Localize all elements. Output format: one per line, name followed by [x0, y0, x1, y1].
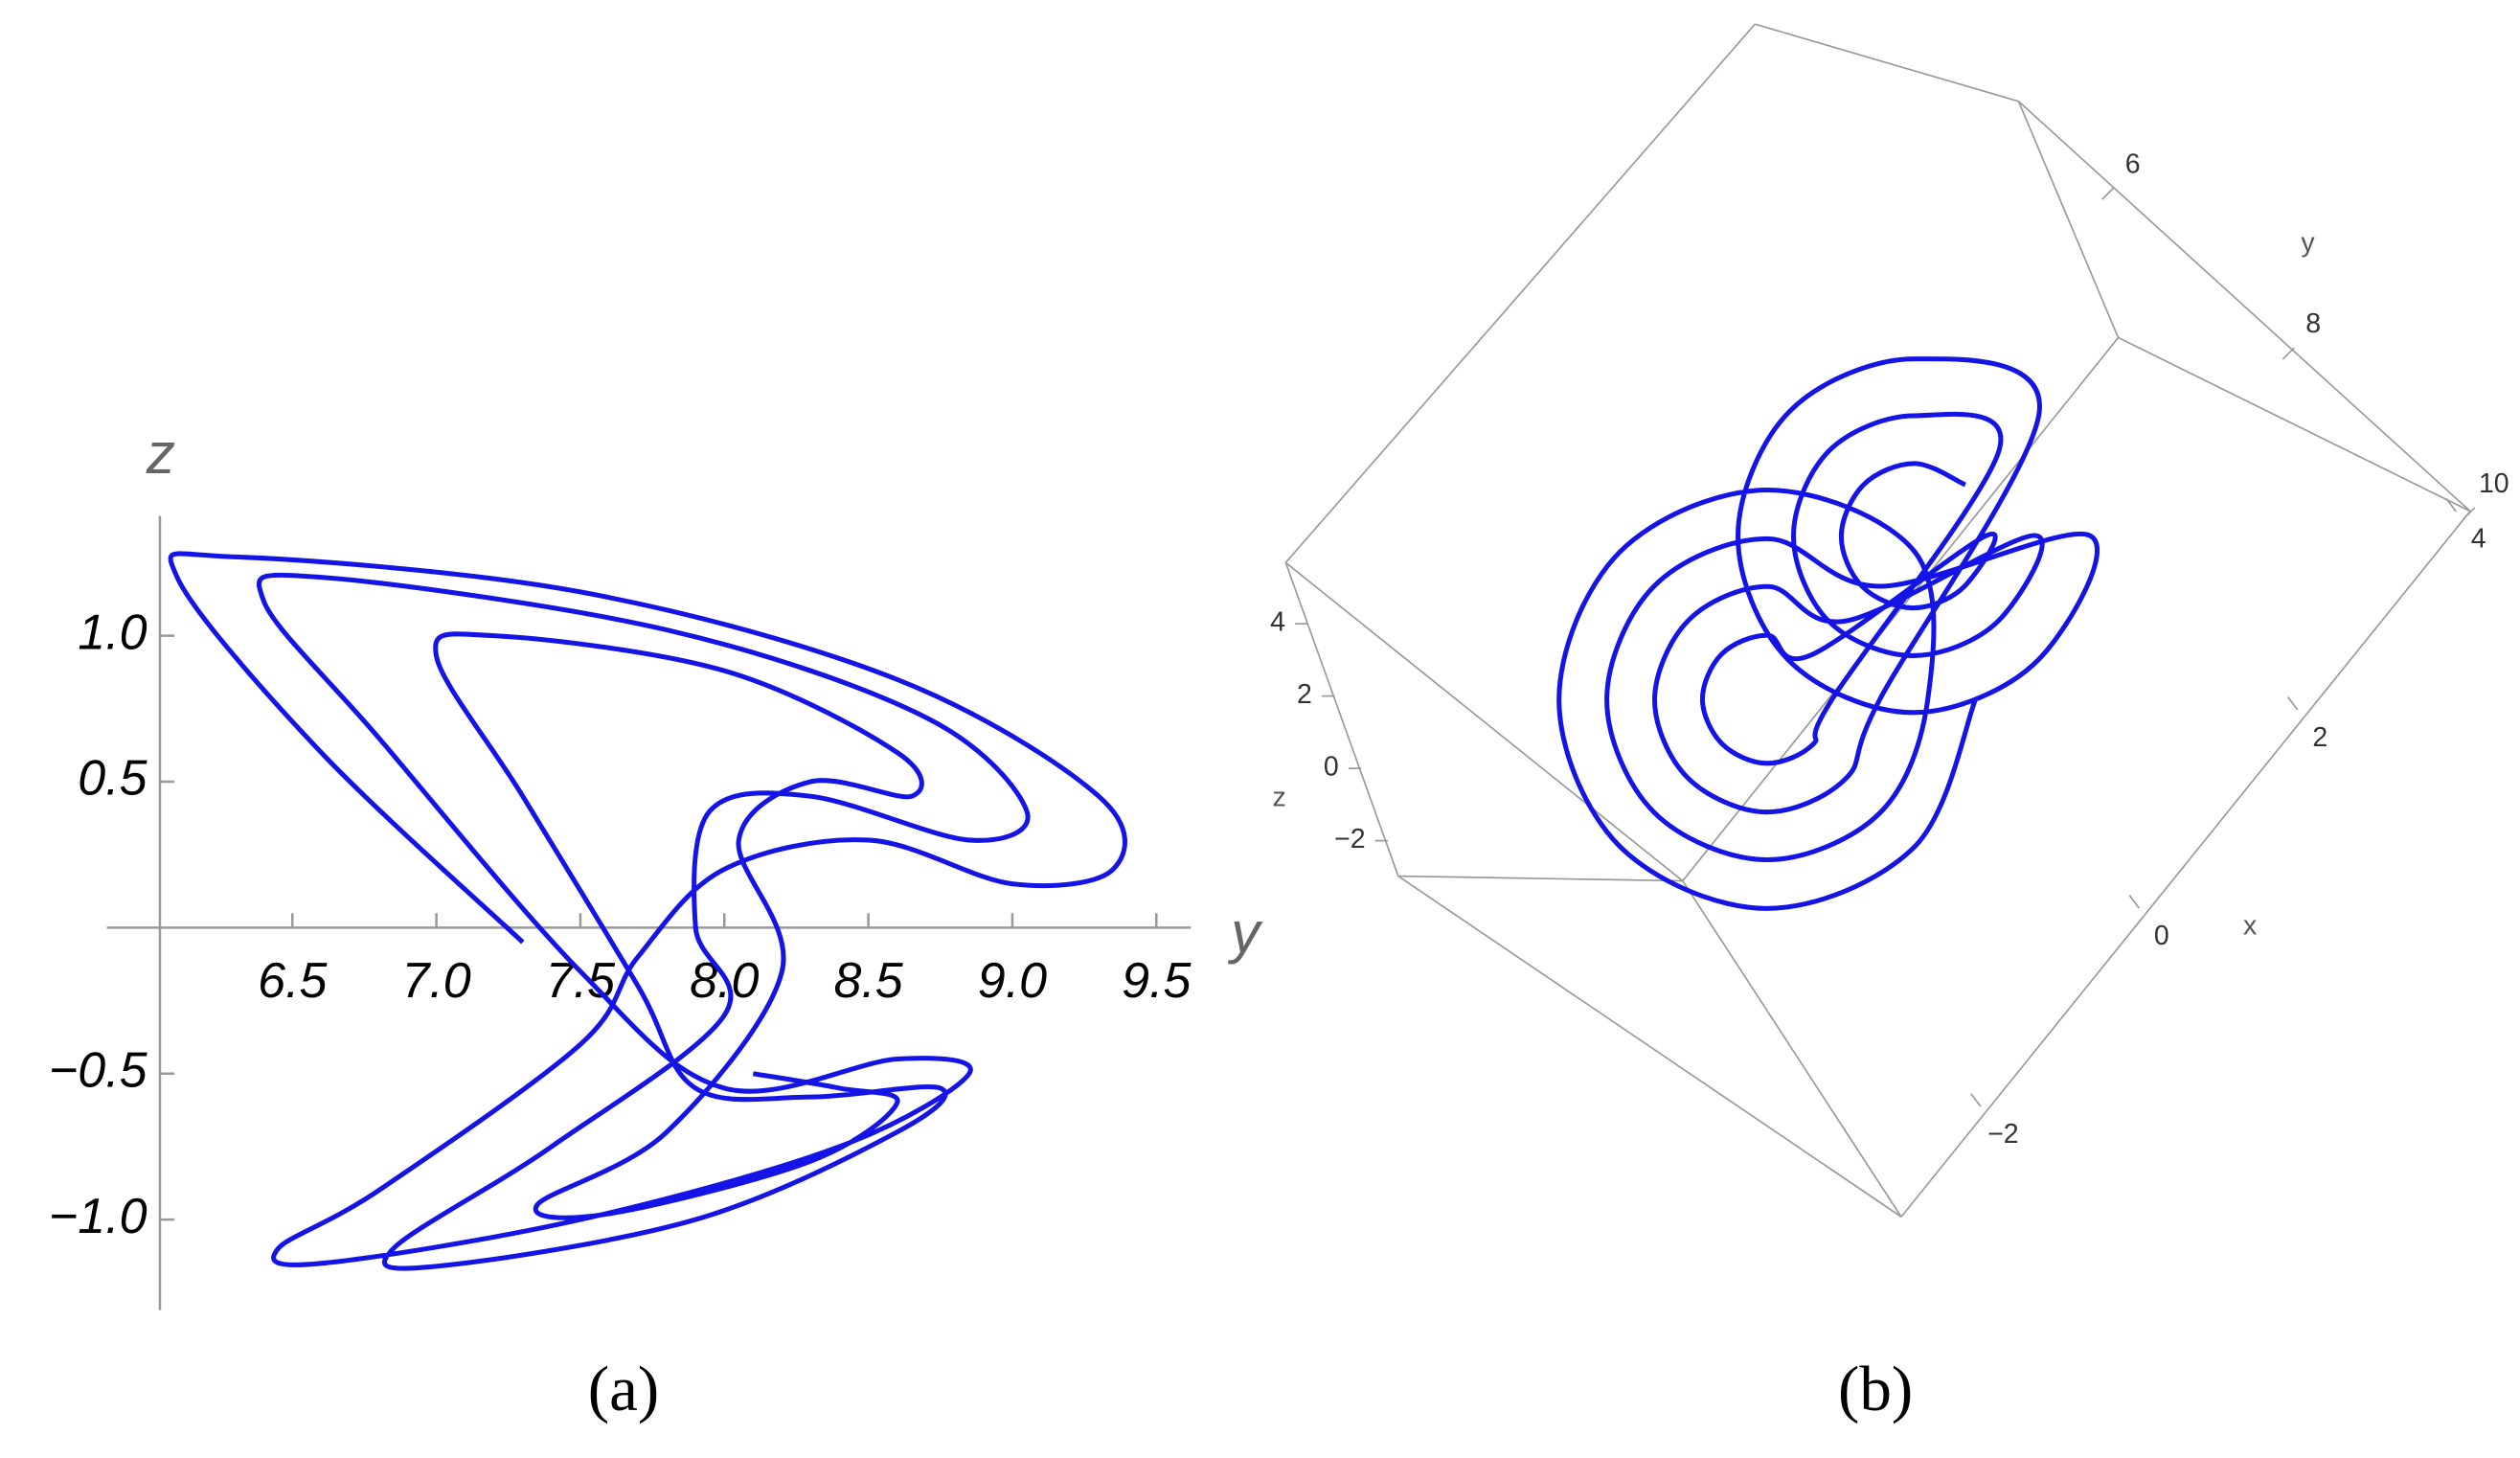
tick [2101, 187, 2115, 200]
x-tick-label: 9.5 [1122, 953, 1192, 1009]
y-tick-label: 1.0 [78, 604, 147, 660]
box-edge [1397, 875, 1683, 882]
box-edge [1397, 875, 1902, 1218]
tick [2463, 507, 2476, 520]
tick-label: 2 [1297, 679, 1312, 710]
y-tick-label: −1.0 [49, 1189, 148, 1244]
x-tick-label: 8.5 [833, 953, 903, 1009]
trajectory [1556, 356, 2100, 911]
tick-label: 8 [2305, 308, 2321, 339]
box-edge [2017, 101, 2120, 338]
box-edge [1755, 23, 2019, 103]
box-edge [1284, 23, 1756, 563]
axis-label: y [2301, 228, 2315, 259]
box-edge [1900, 511, 2471, 1218]
box-edge [1284, 562, 1399, 877]
tick-label: 4 [1270, 607, 1285, 638]
x-tick-label: 7.0 [401, 953, 470, 1009]
box-edge [1682, 336, 2120, 882]
x-tick-label: 9.0 [978, 953, 1047, 1009]
tick-label: 2 [2312, 722, 2327, 753]
tick-label: −2 [1334, 824, 1366, 854]
tick [2445, 498, 2457, 513]
box-edge [1682, 880, 1902, 1218]
y-tick-label: 0.5 [78, 751, 148, 807]
axis-label: x [2243, 911, 2257, 942]
tick [1970, 1093, 1982, 1107]
axis-label: z [146, 421, 175, 486]
bounding-box [1284, 23, 2471, 1218]
tick-label: 10 [2479, 468, 2509, 499]
box-edge [1284, 561, 1684, 882]
tick [2128, 895, 2141, 909]
axis-label: z [1273, 783, 1286, 813]
tick-label: 0 [2154, 921, 2169, 951]
tick-label: −2 [1987, 1119, 2019, 1150]
caption: (b) [1838, 1353, 1913, 1424]
tick [2287, 696, 2299, 711]
tick-label: 4 [2471, 524, 2486, 555]
box-edge [2118, 336, 2471, 513]
trajectory [168, 551, 1127, 1271]
tick-label: 0 [1324, 752, 1339, 783]
y-tick-label: −0.5 [49, 1042, 148, 1098]
tick [2282, 347, 2295, 360]
tick-label: 6 [2125, 148, 2141, 179]
x-tick-label: 6.5 [258, 953, 328, 1009]
box-edge [2017, 101, 2471, 513]
axis-label: y [1227, 900, 1263, 965]
caption: (a) [588, 1353, 659, 1424]
